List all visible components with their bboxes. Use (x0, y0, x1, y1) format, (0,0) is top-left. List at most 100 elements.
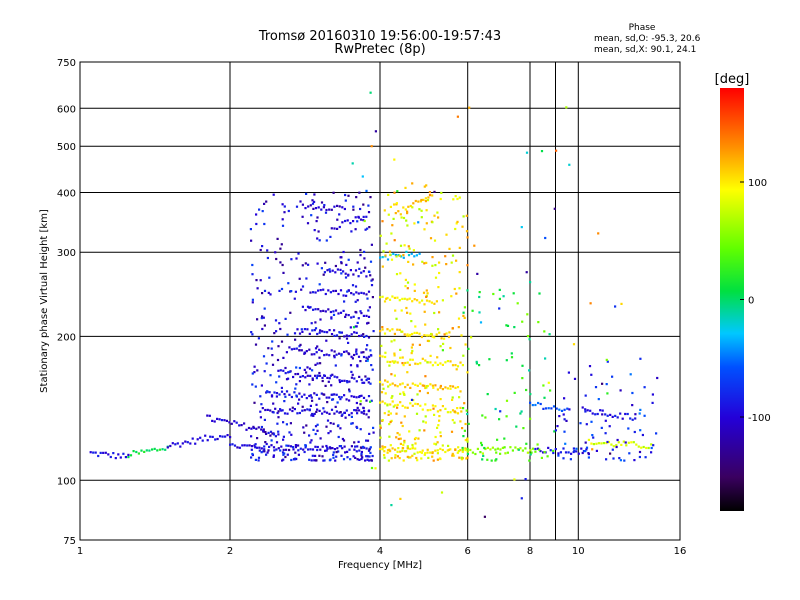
data-point (151, 448, 154, 451)
data-point (544, 236, 547, 240)
data-point (370, 364, 373, 367)
data-point (528, 369, 531, 372)
data-point (389, 450, 392, 453)
data-point (443, 333, 446, 336)
data-point (283, 211, 286, 214)
data-point (537, 321, 540, 324)
data-point (277, 410, 280, 413)
data-point (306, 305, 310, 308)
colorbar-tick-label: 100 (748, 178, 767, 189)
data-point (647, 446, 650, 450)
data-point (356, 458, 359, 461)
data-point (321, 412, 324, 415)
data-point (423, 384, 426, 387)
data-point (393, 354, 396, 357)
data-point (585, 423, 588, 426)
data-point (229, 443, 232, 446)
data-point (156, 449, 159, 452)
data-point (295, 347, 298, 350)
data-point (617, 441, 620, 444)
data-point (383, 412, 386, 415)
x-axis-label: Frequency [MHz] (338, 560, 422, 571)
data-point (567, 371, 570, 374)
data-point (543, 396, 546, 399)
data-point (414, 325, 417, 328)
data-point (319, 448, 322, 451)
data-point (297, 449, 300, 452)
data-point (308, 434, 311, 437)
data-point (433, 190, 436, 193)
data-point (401, 382, 404, 385)
data-point (395, 273, 399, 276)
data-point (395, 202, 398, 205)
data-point (260, 317, 263, 320)
data-point (594, 386, 598, 389)
data-point (413, 283, 416, 286)
data-point (424, 375, 427, 378)
data-point (276, 422, 279, 425)
data-point (563, 408, 566, 411)
data-point (360, 452, 363, 455)
data-point (345, 398, 348, 401)
data-point (362, 412, 365, 415)
data-point (318, 331, 321, 334)
data-point (526, 451, 529, 454)
data-point (412, 202, 415, 205)
data-point (409, 447, 412, 450)
data-point (435, 300, 438, 303)
data-point (569, 458, 572, 461)
data-point (425, 222, 428, 225)
data-point (525, 388, 528, 392)
data-point (399, 348, 402, 351)
data-point (426, 292, 429, 295)
data-point (325, 208, 328, 212)
data-point (311, 377, 314, 380)
data-point (411, 446, 414, 449)
data-point (253, 371, 256, 374)
data-point (379, 380, 382, 384)
data-point (411, 404, 414, 407)
data-point (298, 380, 301, 383)
data-point (382, 387, 385, 390)
data-point (391, 447, 394, 450)
data-point (333, 412, 336, 415)
data-point (433, 302, 436, 305)
data-point (287, 371, 290, 374)
data-point (565, 419, 568, 422)
data-point (357, 440, 360, 443)
data-point (394, 384, 397, 387)
data-point (404, 361, 407, 365)
data-point (365, 413, 368, 416)
data-point (355, 291, 358, 294)
data-point (298, 277, 301, 280)
data-point (330, 349, 333, 352)
data-point (331, 447, 334, 450)
data-point (340, 414, 343, 417)
data-point (409, 402, 412, 405)
data-point (343, 207, 346, 211)
data-point (639, 429, 642, 432)
data-point (413, 298, 416, 301)
data-point (585, 446, 589, 449)
data-point (491, 446, 494, 449)
data-point (553, 430, 556, 433)
data-point (233, 444, 237, 447)
data-point (432, 386, 435, 389)
data-point (431, 264, 434, 267)
data-point (356, 364, 359, 367)
data-point (259, 279, 262, 282)
data-point (462, 311, 465, 314)
data-point (389, 253, 392, 256)
data-point (261, 315, 264, 318)
data-point (102, 451, 105, 454)
data-point (650, 451, 653, 454)
data-point (542, 451, 545, 454)
data-point (280, 445, 283, 448)
data-point (514, 446, 517, 449)
data-point (483, 515, 486, 518)
data-point (298, 332, 302, 335)
data-point (403, 415, 406, 418)
data-point (316, 429, 319, 432)
data-point (296, 372, 300, 376)
data-point (506, 324, 510, 327)
